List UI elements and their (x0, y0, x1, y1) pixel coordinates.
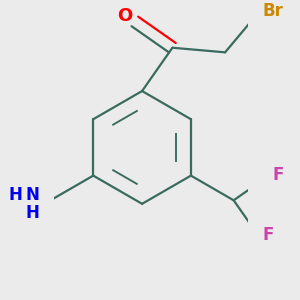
Text: Br: Br (262, 2, 283, 20)
Text: H: H (26, 204, 40, 222)
Text: F: F (272, 166, 284, 184)
Text: O: O (117, 7, 132, 25)
Text: F: F (262, 226, 274, 244)
Text: H: H (8, 186, 22, 204)
Text: N: N (26, 186, 40, 204)
